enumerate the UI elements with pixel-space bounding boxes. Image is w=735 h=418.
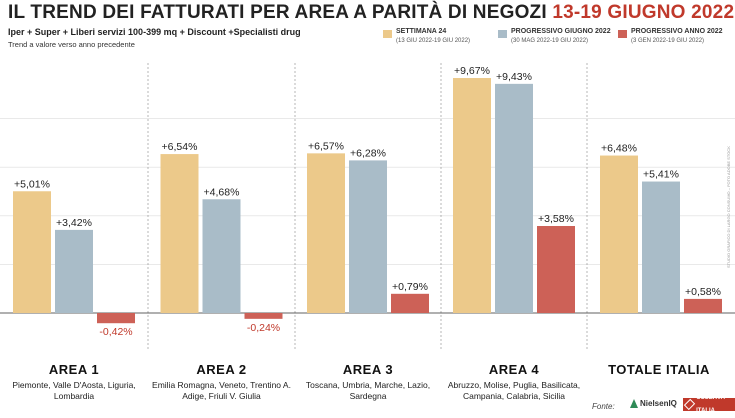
chart-note: Trend a valore verso anno precedente bbox=[8, 40, 135, 49]
legend-sublabel: (30 MAG 2022-19 GIU 2022) bbox=[511, 38, 589, 44]
legend-swatch bbox=[498, 30, 507, 38]
data-label: +0,58% bbox=[685, 286, 721, 298]
legend-sublabel: (3 GEN 2022-19 GIU 2022) bbox=[631, 38, 705, 44]
data-label: +9,67% bbox=[454, 65, 490, 77]
data-label: +3,42% bbox=[56, 217, 92, 229]
nielseniq-logo-text: NielsenIQ bbox=[640, 399, 677, 408]
area-desc-2: Emilia Romagna, Veneto, Trentino A. Adig… bbox=[152, 380, 291, 401]
legend-label: PROGRESSIVO ANNO 2022 bbox=[631, 28, 723, 35]
area-desc-1: Piemonte, Valle D'Aosta, Liguria, Lombar… bbox=[12, 380, 136, 401]
area-title-1: AREA 1 bbox=[48, 362, 100, 377]
bar bbox=[97, 313, 135, 324]
data-label: +4,68% bbox=[204, 186, 240, 198]
osservatorio-logo-text: OSSERVA ITALIA bbox=[696, 394, 725, 414]
legend-swatch bbox=[383, 30, 392, 38]
bar bbox=[453, 78, 491, 313]
nielseniq-logo: NielsenIQ bbox=[630, 399, 677, 408]
area-title-2: AREA 2 bbox=[196, 362, 247, 377]
osservatorio-emblem-icon bbox=[683, 398, 696, 411]
bar bbox=[55, 229, 93, 313]
data-label: +6,57% bbox=[308, 140, 344, 152]
bar bbox=[160, 154, 199, 313]
legend-label: SETTIMANA 24 bbox=[396, 28, 447, 35]
title-main: IL TREND DEI FATTURATI PER AREA A PARITÀ… bbox=[8, 2, 547, 23]
bar bbox=[684, 298, 722, 313]
bar bbox=[13, 191, 51, 313]
data-label: +6,54% bbox=[162, 141, 198, 153]
osservatorio-logo: OSSERVA ITALIA bbox=[683, 395, 735, 414]
chart-subtitle: Iper + Super + Liberi servizi 100-399 mq… bbox=[8, 27, 301, 37]
area-desc-4: Abruzzo, Molise, Puglia, Basilicata, Cam… bbox=[447, 380, 581, 401]
bar bbox=[307, 153, 345, 313]
bar bbox=[600, 155, 638, 313]
area-desc-3: Toscana, Umbria, Marche, Lazio, Sardegna bbox=[305, 380, 431, 401]
bar bbox=[495, 83, 533, 313]
data-label: -0,24% bbox=[247, 322, 280, 334]
area-title-4: AREA 4 bbox=[488, 362, 540, 377]
area-title-3: AREA 3 bbox=[342, 362, 394, 377]
title-date: 13-19 GIUGNO 2022 bbox=[552, 2, 735, 23]
legend-sublabel: (13 GIU 2022-19 GIU 2022) bbox=[396, 38, 471, 44]
data-label: +0,79% bbox=[392, 281, 428, 293]
data-label: +6,48% bbox=[601, 143, 637, 155]
data-label: -0,42% bbox=[99, 326, 132, 338]
nielseniq-mark-icon bbox=[630, 399, 638, 408]
source-label: Fonte: bbox=[592, 402, 615, 411]
bar bbox=[537, 226, 575, 313]
bar bbox=[202, 199, 241, 313]
image-credit: STUDIO GRAFICO DI LARGO CONSUMO – FOTO A… bbox=[726, 146, 731, 268]
bar bbox=[642, 181, 680, 313]
bar bbox=[244, 313, 283, 319]
data-label: +3,58% bbox=[538, 213, 574, 225]
legend-label: PROGRESSIVO GIUGNO 2022 bbox=[511, 28, 611, 35]
bar bbox=[349, 160, 387, 313]
data-label: +5,41% bbox=[643, 169, 679, 181]
area-title-totale: TOTALE ITALIA bbox=[608, 362, 710, 377]
bar bbox=[391, 293, 429, 313]
data-label: +5,01% bbox=[14, 178, 50, 190]
chart-title: IL TREND DEI FATTURATI PER AREA A PARITÀ… bbox=[8, 2, 734, 24]
data-label: +9,43% bbox=[496, 71, 532, 83]
data-label: +6,28% bbox=[350, 147, 386, 159]
legend-swatch bbox=[618, 30, 627, 38]
